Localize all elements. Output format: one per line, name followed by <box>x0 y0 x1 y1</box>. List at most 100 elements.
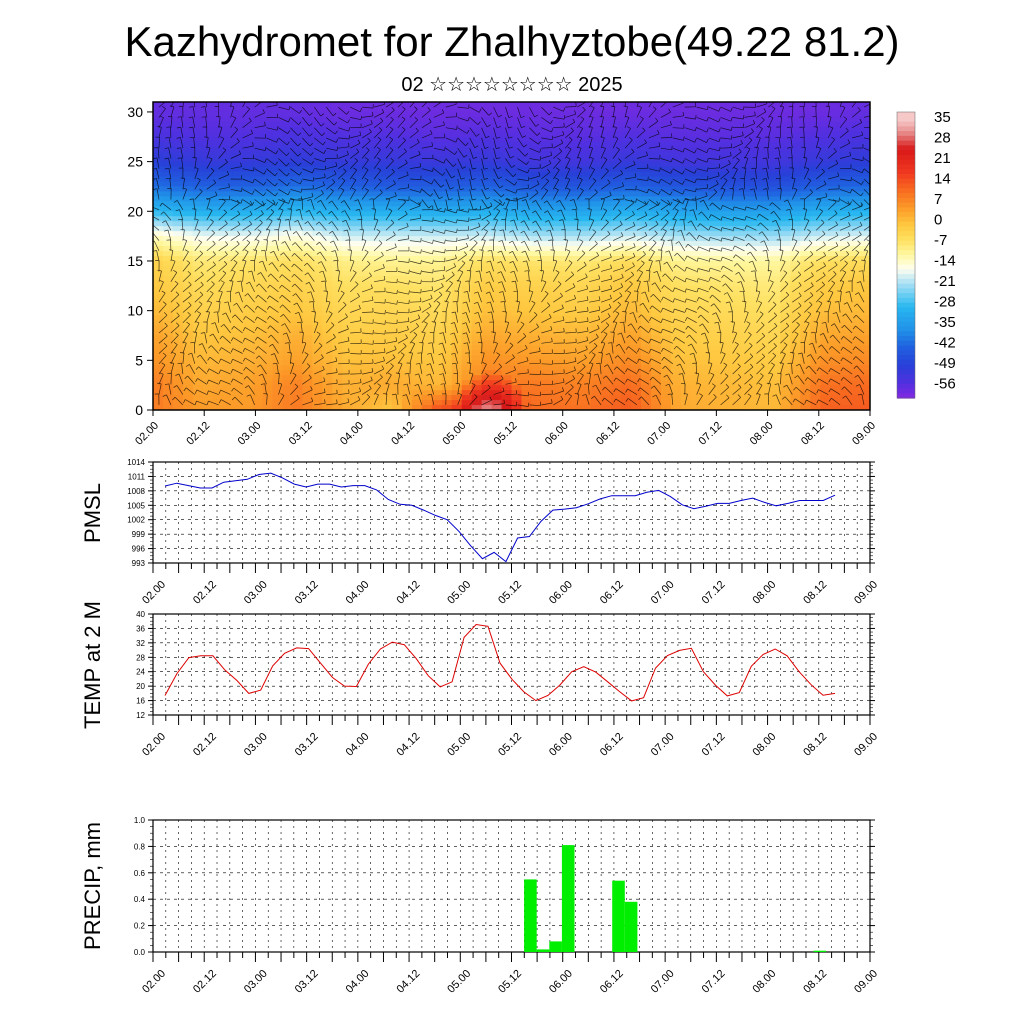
heatmap-cell <box>680 370 692 376</box>
heatmap-cell <box>611 330 622 337</box>
heatmap-cell <box>242 131 254 138</box>
heatmap-cell <box>182 191 194 197</box>
heatmap-cell <box>860 295 870 302</box>
heatmap-cell <box>202 345 214 351</box>
heatmap-cell <box>242 211 254 217</box>
wind-barb <box>242 145 254 149</box>
heatmap-cell <box>292 206 303 212</box>
heatmap-cell <box>212 241 224 247</box>
heatmap-cell <box>372 345 383 351</box>
heatmap-cell <box>860 290 870 297</box>
heatmap-cell <box>571 305 582 312</box>
heatmap-cell <box>640 141 652 148</box>
heatmap-cell <box>631 260 642 267</box>
heatmap-cell <box>601 340 612 347</box>
heatmap-cell <box>850 106 861 113</box>
heatmap-cell <box>172 355 184 361</box>
heatmap-cell <box>710 365 722 371</box>
heatmap-cell <box>660 186 672 193</box>
heatmap-cell <box>192 256 204 262</box>
heatmap-cell <box>840 181 851 188</box>
heatmap-cell <box>461 265 473 272</box>
heatmap-cell <box>292 365 303 371</box>
heatmap-cell <box>202 246 214 252</box>
heatmap-cell <box>690 121 702 128</box>
heatmap-cell <box>252 196 264 202</box>
heatmap-cell <box>680 355 692 361</box>
heatmap-cell <box>501 390 513 396</box>
heatmap-cell <box>212 345 224 351</box>
heatmap-cell <box>800 385 811 391</box>
heatmap-cell <box>411 121 423 128</box>
heatmap-cell <box>680 151 692 158</box>
heatmap-cell <box>571 310 582 317</box>
heatmap-cell <box>362 380 373 386</box>
heatmap-cell <box>581 335 592 342</box>
heatmap-cell <box>322 400 333 406</box>
wind-barb <box>242 251 249 262</box>
heatmap-cell <box>322 390 333 396</box>
heatmap-cell <box>292 131 303 138</box>
heatmap-cell <box>491 365 503 371</box>
heatmap-cell <box>551 256 562 262</box>
heatmap-cell <box>820 251 831 257</box>
heatmap-cell <box>471 146 483 153</box>
heatmap-cell <box>392 106 403 113</box>
heatmap-cell <box>312 236 323 242</box>
heatmap-cell <box>481 280 493 287</box>
heatmap-cell <box>660 116 672 123</box>
heatmap-cell <box>581 290 592 297</box>
heatmap-cell <box>611 335 622 342</box>
heatmap-cell <box>332 231 343 237</box>
heatmap-cell <box>640 265 652 272</box>
heatmap-cell <box>611 221 622 227</box>
heatmap-cell <box>650 295 662 302</box>
heatmap-cell <box>591 340 602 347</box>
heatmap-cell <box>820 340 831 347</box>
heatmap-cell <box>710 161 722 168</box>
heatmap-cell <box>392 156 403 163</box>
heatmap-cell <box>660 161 672 168</box>
heatmap-cell <box>312 330 323 337</box>
heatmap-cell <box>192 275 204 282</box>
heatmap-cell <box>401 146 413 153</box>
heatmap-cell <box>860 285 870 292</box>
heatmap-cell <box>153 166 164 173</box>
heatmap-cell <box>531 171 542 178</box>
heatmap-cell <box>750 340 762 347</box>
heatmap-cell <box>401 231 413 237</box>
heatmap-cell <box>790 196 801 202</box>
heatmap-cell <box>182 385 194 391</box>
heatmap-cell <box>850 211 861 217</box>
heatmap-cell <box>561 360 572 366</box>
heatmap-cell <box>431 151 443 158</box>
heatmap-cell <box>411 156 423 163</box>
heatmap-cell <box>212 280 224 287</box>
wind-barb <box>242 133 253 139</box>
wind-barb <box>192 116 196 128</box>
wind-barb <box>218 254 228 262</box>
heatmap-cell <box>650 395 662 401</box>
heatmap-cell <box>153 221 164 227</box>
heatmap-cell <box>780 231 791 237</box>
heatmap-cell <box>561 405 572 410</box>
heatmap-cell <box>202 375 214 381</box>
heatmap-cell <box>421 325 433 332</box>
heatmap-cell <box>491 236 503 242</box>
heatmap-cell <box>192 370 204 376</box>
heatmap-cell <box>740 191 752 197</box>
heatmap-cell <box>730 256 742 262</box>
heatmap-cell <box>153 201 164 207</box>
heatmap-cell <box>382 176 393 183</box>
wind-barb-flag <box>248 117 252 122</box>
heatmap-cell <box>222 260 234 267</box>
wind-barb <box>206 232 215 241</box>
heatmap-cell <box>501 196 513 202</box>
heatmap-cell <box>372 186 383 193</box>
heatmap-cell <box>431 300 443 307</box>
heatmap-cell <box>670 265 682 272</box>
heatmap-cell <box>581 126 592 133</box>
heatmap-cell <box>212 176 224 183</box>
heatmap-cell <box>611 395 622 401</box>
wind-barb <box>246 304 255 313</box>
